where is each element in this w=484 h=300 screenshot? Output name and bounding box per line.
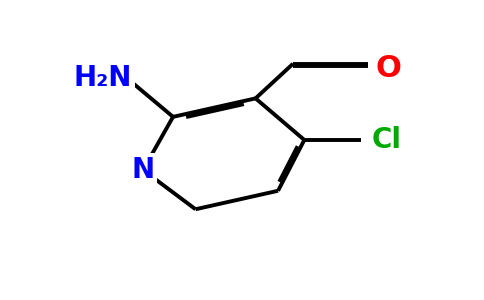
Text: Cl: Cl [372, 126, 402, 154]
Text: H₂N: H₂N [74, 64, 132, 92]
Text: O: O [376, 54, 401, 83]
Text: N: N [132, 156, 154, 184]
